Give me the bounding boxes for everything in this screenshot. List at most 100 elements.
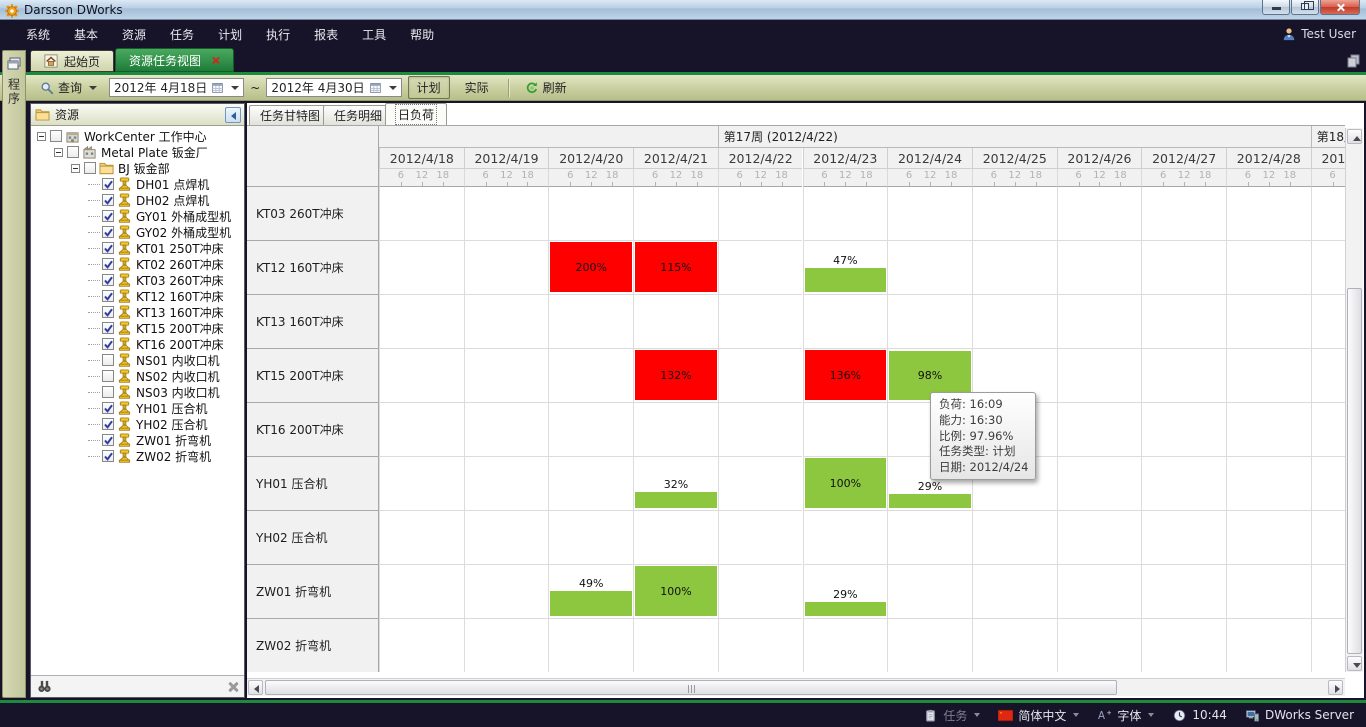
load-bar[interactable]: [804, 268, 887, 292]
date-from-input[interactable]: 2012年 4月18日: [109, 78, 245, 97]
tree-node[interactable]: Metal Plate 钣金厂: [31, 144, 244, 160]
close-button[interactable]: [1320, 0, 1360, 15]
node-checkbox[interactable]: [102, 386, 114, 398]
scroll-right-button[interactable]: [1328, 680, 1343, 695]
node-checkbox[interactable]: [102, 306, 114, 318]
node-checkbox[interactable]: [102, 450, 114, 462]
menu-item-9[interactable]: 帮助: [410, 27, 435, 42]
overload-bar[interactable]: [804, 350, 887, 400]
load-bar[interactable]: [550, 591, 633, 616]
node-checkbox[interactable]: [102, 194, 114, 206]
menu-item-2[interactable]: 基本: [74, 27, 99, 42]
tab-overflow-icon[interactable]: [1346, 53, 1362, 69]
view-tab-2[interactable]: 任务明细: [323, 105, 394, 125]
node-checkbox[interactable]: [102, 370, 114, 382]
load-bar[interactable]: [889, 494, 971, 508]
node-checkbox[interactable]: [50, 130, 62, 142]
vertical-scroll-thumb[interactable]: [1347, 288, 1362, 654]
tree-node[interactable]: WorkCenter 工作中心: [31, 128, 244, 144]
tree-node[interactable]: KT16 200T冲床: [31, 336, 244, 352]
node-checkbox[interactable]: [84, 162, 96, 174]
tree-node[interactable]: YH02 压合机: [31, 416, 244, 432]
menu-item-7[interactable]: 报表: [314, 27, 339, 42]
tree-node[interactable]: KT01 250T冲床: [31, 240, 244, 256]
tree-node[interactable]: GY01 外桶成型机: [31, 208, 244, 224]
node-checkbox[interactable]: [102, 242, 114, 254]
load-bar[interactable]: [635, 566, 717, 616]
tree-node[interactable]: YH01 压合机: [31, 400, 244, 416]
tree-node[interactable]: KT12 160T冲床: [31, 288, 244, 304]
binoculars-icon[interactable]: [37, 680, 52, 693]
status-item-flag-cn[interactable]: 简体中文: [997, 707, 1080, 724]
status-item-font[interactable]: A 字体: [1097, 707, 1155, 724]
node-checkbox[interactable]: [67, 146, 79, 158]
document-tab-active[interactable]: 资源任务视图: [115, 48, 235, 72]
load-bar[interactable]: [635, 492, 717, 508]
overload-bar[interactable]: [635, 242, 717, 292]
user-chip[interactable]: Test User: [1282, 20, 1356, 48]
plan-toggle-button[interactable]: 计划: [407, 76, 450, 99]
node-checkbox[interactable]: [102, 402, 114, 414]
tree-node[interactable]: ZW02 折弯机: [31, 448, 244, 464]
node-checkbox[interactable]: [102, 322, 114, 334]
node-checkbox[interactable]: [102, 434, 114, 446]
scroll-left-button[interactable]: [248, 680, 263, 695]
vertical-scrollbar[interactable]: [1345, 128, 1363, 672]
node-checkbox[interactable]: [102, 290, 114, 302]
tree-node[interactable]: GY02 外桶成型机: [31, 224, 244, 240]
status-item-clipboard[interactable]: 任务: [923, 707, 981, 724]
scroll-down-button[interactable]: [1347, 656, 1362, 671]
query-button[interactable]: 查询: [34, 76, 103, 99]
node-checkbox[interactable]: [102, 418, 114, 430]
tree-node[interactable]: DH02 点焊机: [31, 192, 244, 208]
overload-bar[interactable]: [550, 242, 633, 292]
tree-node[interactable]: NS02 内收口机: [31, 368, 244, 384]
collapse-panel-button[interactable]: [225, 107, 241, 123]
menu-item-3[interactable]: 资源: [122, 27, 147, 42]
load-bar[interactable]: [804, 458, 887, 508]
node-checkbox[interactable]: [102, 258, 114, 270]
restore-button[interactable]: [1291, 0, 1319, 15]
minimize-button[interactable]: [1262, 0, 1290, 15]
menu-item-1[interactable]: 系统: [26, 27, 51, 42]
tree-node[interactable]: BJ 钣金部: [31, 160, 244, 176]
date-to-input[interactable]: 2012年 4月30日: [266, 78, 402, 97]
menu-item-5[interactable]: 计划: [218, 27, 243, 42]
horizontal-scrollbar[interactable]: [247, 678, 1345, 696]
node-checkbox[interactable]: [102, 226, 114, 238]
node-checkbox[interactable]: [102, 354, 114, 366]
overload-bar[interactable]: [635, 350, 717, 400]
sidebar-strip-programs[interactable]: 程序: [2, 50, 26, 698]
date-from-caret[interactable]: [231, 85, 240, 90]
tree-node[interactable]: NS03 内收口机: [31, 384, 244, 400]
menu-item-4[interactable]: 任务: [170, 27, 195, 42]
tree-node[interactable]: KT15 200T冲床: [31, 320, 244, 336]
view-tab-3[interactable]: 日负荷: [385, 103, 448, 125]
view-tab-1[interactable]: 任务甘特图: [249, 105, 332, 125]
load-bar[interactable]: [889, 351, 971, 400]
collapse-node-icon[interactable]: [54, 147, 63, 157]
menu-item-6[interactable]: 执行: [266, 27, 291, 42]
tree-node[interactable]: KT02 260T冲床: [31, 256, 244, 272]
clear-filter-icon[interactable]: [227, 681, 238, 692]
tree-node[interactable]: KT13 160T冲床: [31, 304, 244, 320]
horizontal-scroll-thumb[interactable]: [265, 680, 1117, 695]
node-checkbox[interactable]: [102, 338, 114, 350]
query-dropdown-caret[interactable]: [89, 85, 98, 90]
refresh-button[interactable]: 刷新: [519, 76, 573, 99]
node-checkbox[interactable]: [102, 210, 114, 222]
node-checkbox[interactable]: [102, 178, 114, 190]
collapse-node-icon[interactable]: [71, 163, 80, 173]
actual-toggle-button[interactable]: 实际: [464, 81, 489, 95]
node-checkbox[interactable]: [102, 274, 114, 286]
tree-node[interactable]: ZW01 折弯机: [31, 432, 244, 448]
tree-node[interactable]: NS01 内收口机: [31, 352, 244, 368]
date-to-caret[interactable]: [388, 85, 397, 90]
menu-item-8[interactable]: 工具: [362, 27, 387, 42]
collapse-node-icon[interactable]: [37, 131, 46, 141]
load-bar[interactable]: [804, 602, 887, 616]
close-tab-icon[interactable]: [211, 56, 220, 65]
scroll-up-button[interactable]: [1347, 129, 1362, 144]
tree-node[interactable]: DH01 点焊机: [31, 176, 244, 192]
tree-node[interactable]: KT03 260T冲床: [31, 272, 244, 288]
